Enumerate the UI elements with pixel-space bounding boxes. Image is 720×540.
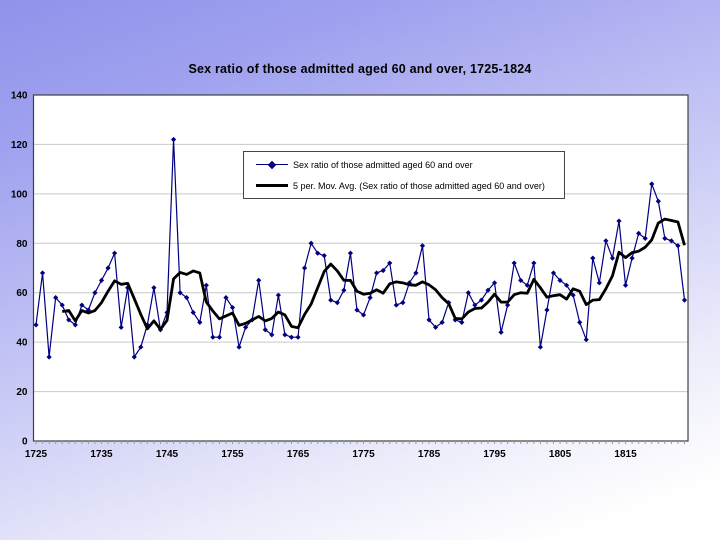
legend-item-moving-average: 5 per. Mov. Avg. (Sex ratio of those adm…: [256, 177, 564, 195]
svg-text:1755: 1755: [221, 449, 244, 460]
svg-text:1735: 1735: [90, 449, 113, 460]
legend-box: Sex ratio of those admitted aged 60 and …: [243, 151, 565, 199]
moving-average-line-marker-icon: [256, 181, 288, 191]
series-line-marker-icon: [256, 160, 288, 170]
svg-text:60: 60: [16, 288, 28, 299]
svg-text:1775: 1775: [352, 449, 375, 460]
svg-text:1815: 1815: [614, 449, 637, 460]
svg-text:120: 120: [11, 140, 28, 151]
legend-label-moving-average: 5 per. Mov. Avg. (Sex ratio of those adm…: [293, 180, 545, 191]
svg-text:100: 100: [11, 189, 28, 200]
svg-text:1795: 1795: [483, 449, 506, 460]
svg-text:1765: 1765: [287, 449, 310, 460]
legend-item-sex-ratio: Sex ratio of those admitted aged 60 and …: [256, 156, 564, 174]
svg-text:0: 0: [22, 437, 28, 448]
svg-text:40: 40: [16, 338, 28, 349]
svg-text:1725: 1725: [25, 449, 48, 460]
svg-text:1785: 1785: [418, 449, 441, 460]
svg-text:1805: 1805: [549, 449, 572, 460]
legend-label-sex-ratio: Sex ratio of those admitted aged 60 and …: [293, 159, 473, 170]
svg-text:140: 140: [11, 91, 28, 102]
svg-text:80: 80: [16, 239, 28, 250]
chart-title: Sex ratio of those admitted aged 60 and …: [188, 62, 532, 76]
svg-text:20: 20: [16, 387, 28, 398]
svg-text:1745: 1745: [156, 449, 179, 460]
